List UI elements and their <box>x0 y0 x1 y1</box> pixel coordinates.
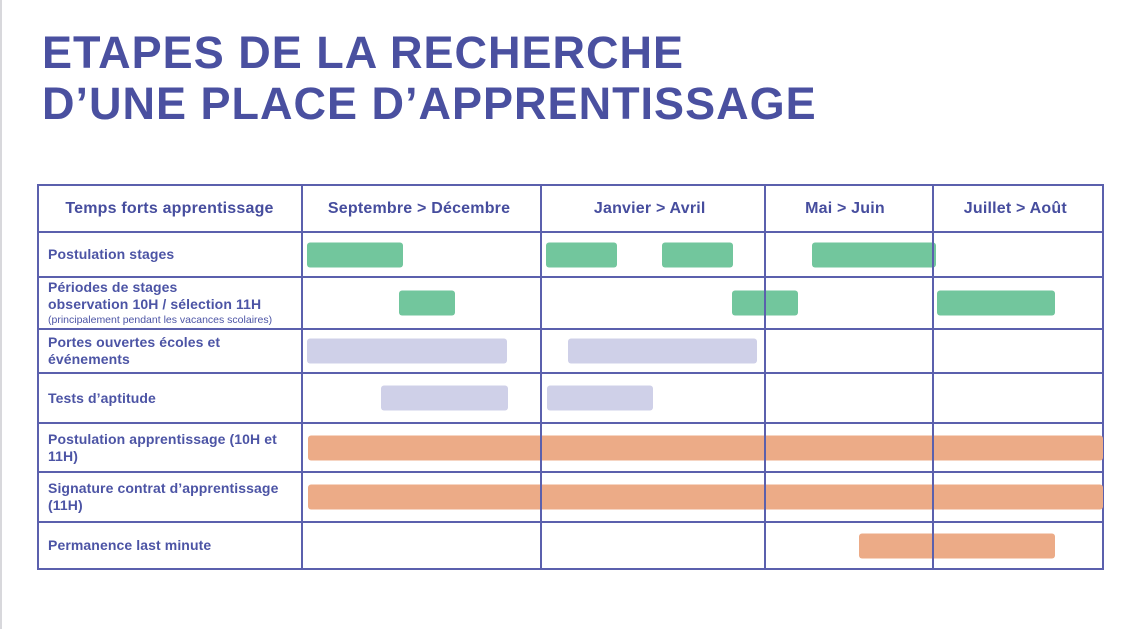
timeline-column-header: Janvier > Avril <box>593 199 706 217</box>
gantt-bar-green <box>937 290 1055 316</box>
row-label: Périodes de stages observation 10H / séle… <box>39 278 301 328</box>
row-label-text: Portes ouvertes écoles et événements <box>48 334 221 367</box>
row-label-text: Permanence last minute <box>48 537 212 553</box>
column-grid-line <box>540 186 542 568</box>
table-header-row: Temps forts apprentissage Septembre > Déc… <box>39 186 1102 233</box>
gantt-bar-orange <box>308 435 1103 460</box>
timeline-column-header: Juillet > Août <box>963 199 1067 217</box>
column-grid-line <box>764 186 766 568</box>
page-title-line1: ETAPES DE LA RECHERCHE <box>42 27 685 78</box>
table-row: Permanence last minute <box>39 521 1102 568</box>
row-label-text: Tests d’aptitude <box>48 389 156 406</box>
gantt-bar-lavender <box>307 338 507 364</box>
row-sublabel-text: (principalement pendant les vacances sco… <box>48 314 273 326</box>
page-title: ETAPES DE LA RECHERCHE D’UNE PLACE D’APP… <box>42 27 817 129</box>
timeline-column-header: Mai > Juin <box>805 199 885 217</box>
row-label: Permanence last minute <box>39 523 301 568</box>
gantt-bar-green <box>812 242 936 267</box>
row-label-text: observation 10H / sélection 11H <box>48 296 262 312</box>
gantt-bar-green <box>307 242 403 267</box>
column-grid-line <box>932 186 934 568</box>
gantt-table: Temps forts apprentissage Septembre > Déc… <box>37 184 1104 570</box>
row-label: Postulation stages <box>39 233 301 276</box>
row-label: Postulation apprentissage (10H et 11H) <box>39 424 301 471</box>
table-row: Tests d’aptitude <box>39 372 1102 422</box>
row-label: Tests d’aptitude <box>39 374 301 422</box>
row-label-text: Postulation stages <box>48 246 175 262</box>
table-row: Périodes de stages observation 10H / séle… <box>39 276 1102 328</box>
table-body: Postulation stages Périodes de stages obse… <box>39 233 1103 568</box>
gantt-bar-green <box>399 290 455 316</box>
gantt-bar-green <box>662 242 733 267</box>
gantt-bar-lavender <box>568 338 757 364</box>
table-row: Signature contrat d’apprentissage (11H) <box>39 471 1103 521</box>
row-label: Portes ouvertes écoles et événements <box>39 330 301 372</box>
gantt-bar-green <box>546 242 617 267</box>
timeline-column-header: Septembre > Décembre <box>327 199 511 217</box>
row-label-text: Postulation apprentissage (10H et 11H) <box>48 430 277 464</box>
table-row: Postulation apprentissage (10H et 11H) <box>39 422 1103 471</box>
row-label-column-header: Temps forts apprentissage <box>65 199 274 217</box>
gantt-bar-lavender <box>381 385 508 411</box>
column-grid-line <box>301 186 303 568</box>
gantt-bar-orange <box>859 533 1055 558</box>
table-row: Postulation stages <box>39 233 1102 276</box>
row-label-text: Signature contrat d’apprentissage (11H) <box>48 480 279 513</box>
page-title-line2: D’UNE PLACE D’APPRENTISSAGE <box>42 78 817 129</box>
table-row: Portes ouvertes écoles et événements <box>39 328 1102 372</box>
gantt-bar-orange <box>308 484 1103 510</box>
window-edge <box>0 0 2 629</box>
gantt-bar-lavender <box>547 385 653 411</box>
row-label: Signature contrat d’apprentissage (11H) <box>39 473 301 521</box>
row-label-text: Périodes de stages <box>48 279 178 295</box>
